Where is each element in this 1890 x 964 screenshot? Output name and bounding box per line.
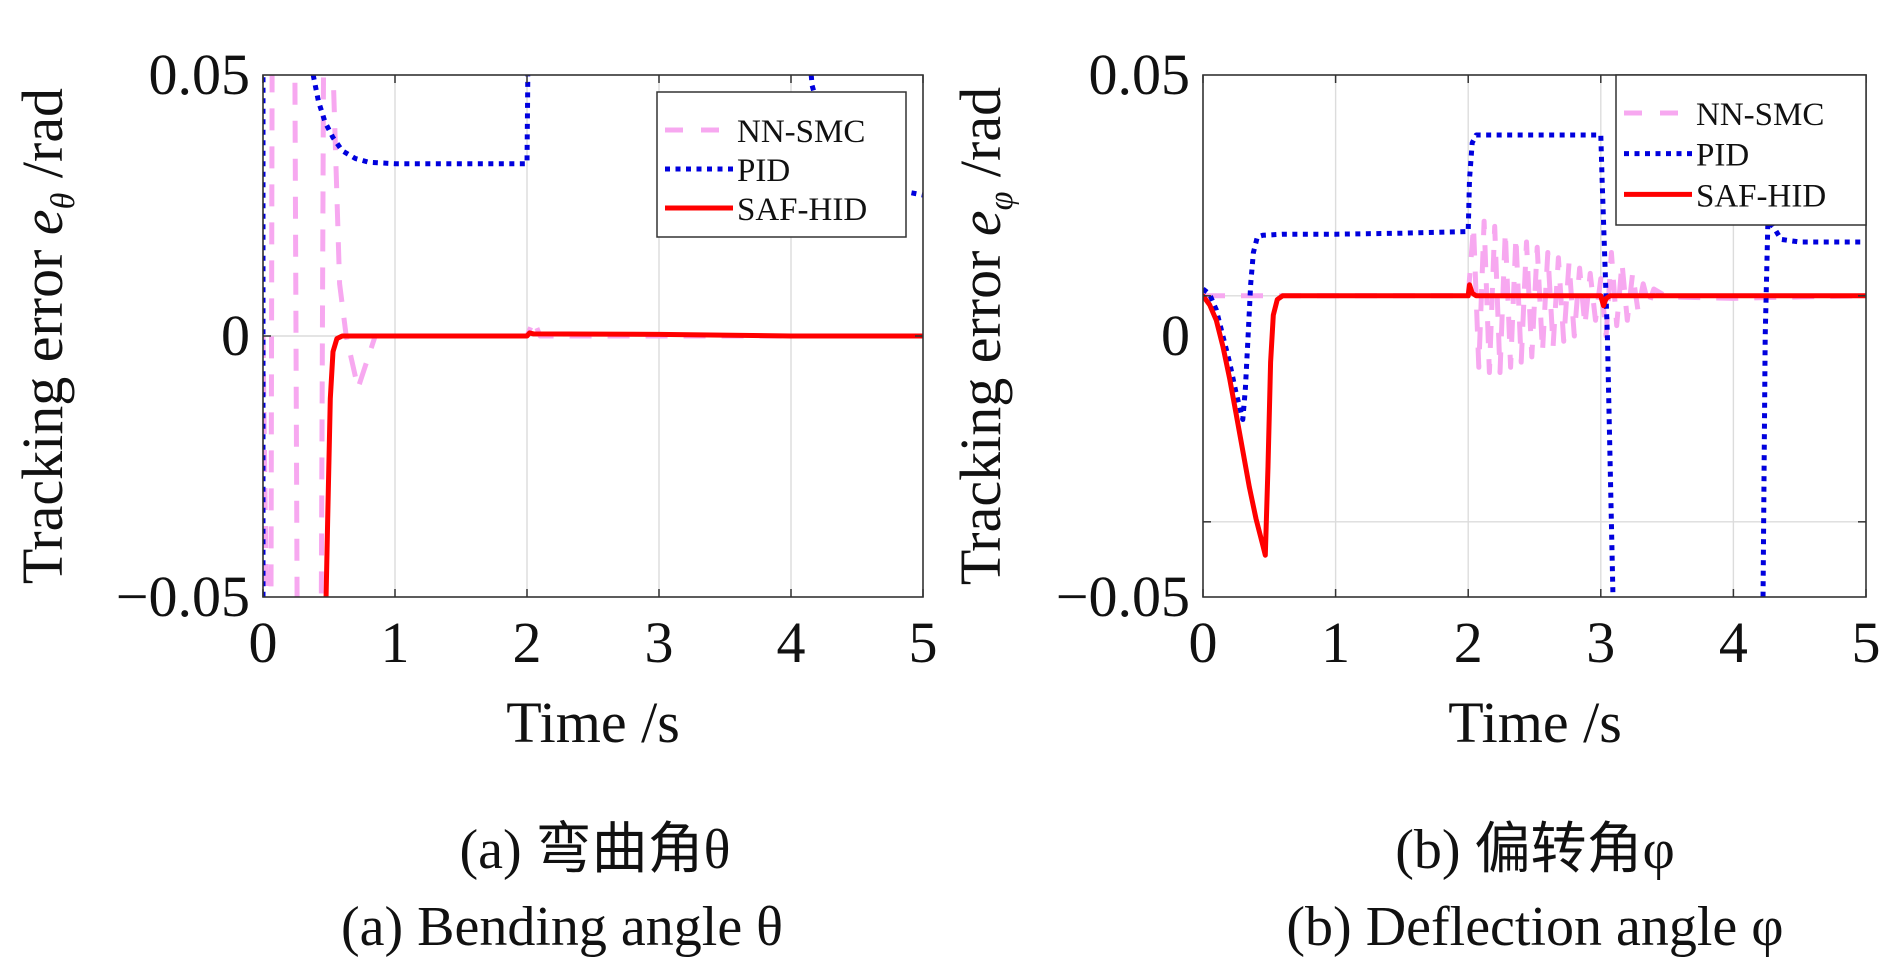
x-tick-label: 5 [1852, 610, 1881, 675]
y-tick-label: −0.05 [116, 564, 250, 629]
y-axis-label-unit: /rad [948, 87, 1013, 192]
legend-label-saf-hid: SAF-HID [737, 192, 867, 228]
y-axis-label: Tracking error eφ /rad [948, 87, 1020, 585]
series-line-pid [1203, 132, 1616, 597]
legend-label-pid: PID [737, 153, 790, 189]
x-tick-label: 0 [249, 610, 278, 675]
y-tick-label: 0 [1161, 303, 1190, 368]
plot-lines [1203, 132, 1866, 597]
legend-box [1615, 74, 1867, 226]
y-axis-label-main: Tracking error [10, 235, 75, 584]
y-axis-label: Tracking error eθ /rad [10, 88, 82, 584]
y-tick-label: 0.05 [1089, 42, 1191, 107]
y-axis-label-var: e [948, 210, 1013, 236]
x-tick-label: 0 [1189, 610, 1218, 675]
y-tick-labels: 0.05 0 −0.05 [1056, 42, 1190, 629]
legend-label-nn-smc: NN-SMC [737, 114, 865, 150]
y-tick-label: 0.05 [149, 42, 251, 107]
y-axis-label-sub: φ [983, 192, 1020, 211]
y-tick-labels: 0.05 0 −0.05 [116, 42, 250, 629]
legend-label-nn-smc: NN-SMC [1696, 97, 1824, 133]
x-axis-label: Time /s [506, 690, 680, 755]
x-tick-label: 3 [1586, 610, 1615, 675]
x-tick-label: 1 [381, 610, 410, 675]
x-tick-label: 1 [1321, 610, 1350, 675]
caption-chinese: (a) 弯曲角θ [460, 819, 731, 881]
x-tick-label: 2 [1454, 610, 1483, 675]
series-line-nn-smc [1203, 218, 1866, 375]
caption-english: (a) Bending angle θ [341, 896, 783, 958]
x-tick-label: 3 [645, 610, 674, 675]
legend-box [656, 91, 907, 238]
x-tick-label: 5 [909, 610, 938, 675]
y-tick-label: −0.05 [1056, 564, 1190, 629]
y-axis-label-var: e [10, 209, 75, 235]
y-tick-label: 0 [221, 303, 250, 368]
legend: NN-SMC PID SAF-HID [1615, 74, 1867, 226]
series-line-pid [310, 75, 531, 167]
series-line-pid [1760, 218, 1866, 597]
axes-frame [1202, 74, 1867, 598]
plot-lines [263, 75, 923, 597]
x-tick-labels: 0 1 2 3 4 5 [249, 610, 938, 675]
axis-ticks [262, 75, 924, 597]
x-tick-label: 4 [777, 610, 806, 675]
y-axis-label-main: Tracking error [948, 236, 1013, 585]
x-tick-label: 4 [1719, 610, 1748, 675]
caption-english: (b) Deflection angle φ [1286, 896, 1783, 958]
series-line-saf-hid [323, 330, 923, 597]
y-axis-label-unit: /rad [10, 88, 75, 193]
y-axis-label-sub: θ [45, 193, 82, 210]
x-tick-labels: 0 1 2 3 4 5 [1189, 610, 1881, 675]
x-tick-label: 2 [513, 610, 542, 675]
legend-label-pid: PID [1696, 138, 1749, 174]
legend-label-saf-hid: SAF-HID [1696, 178, 1826, 214]
caption-chinese: (b) 偏转角φ [1395, 819, 1675, 881]
series-line-saf-hid [1203, 282, 1866, 558]
x-axis-label: Time /s [1448, 690, 1622, 755]
